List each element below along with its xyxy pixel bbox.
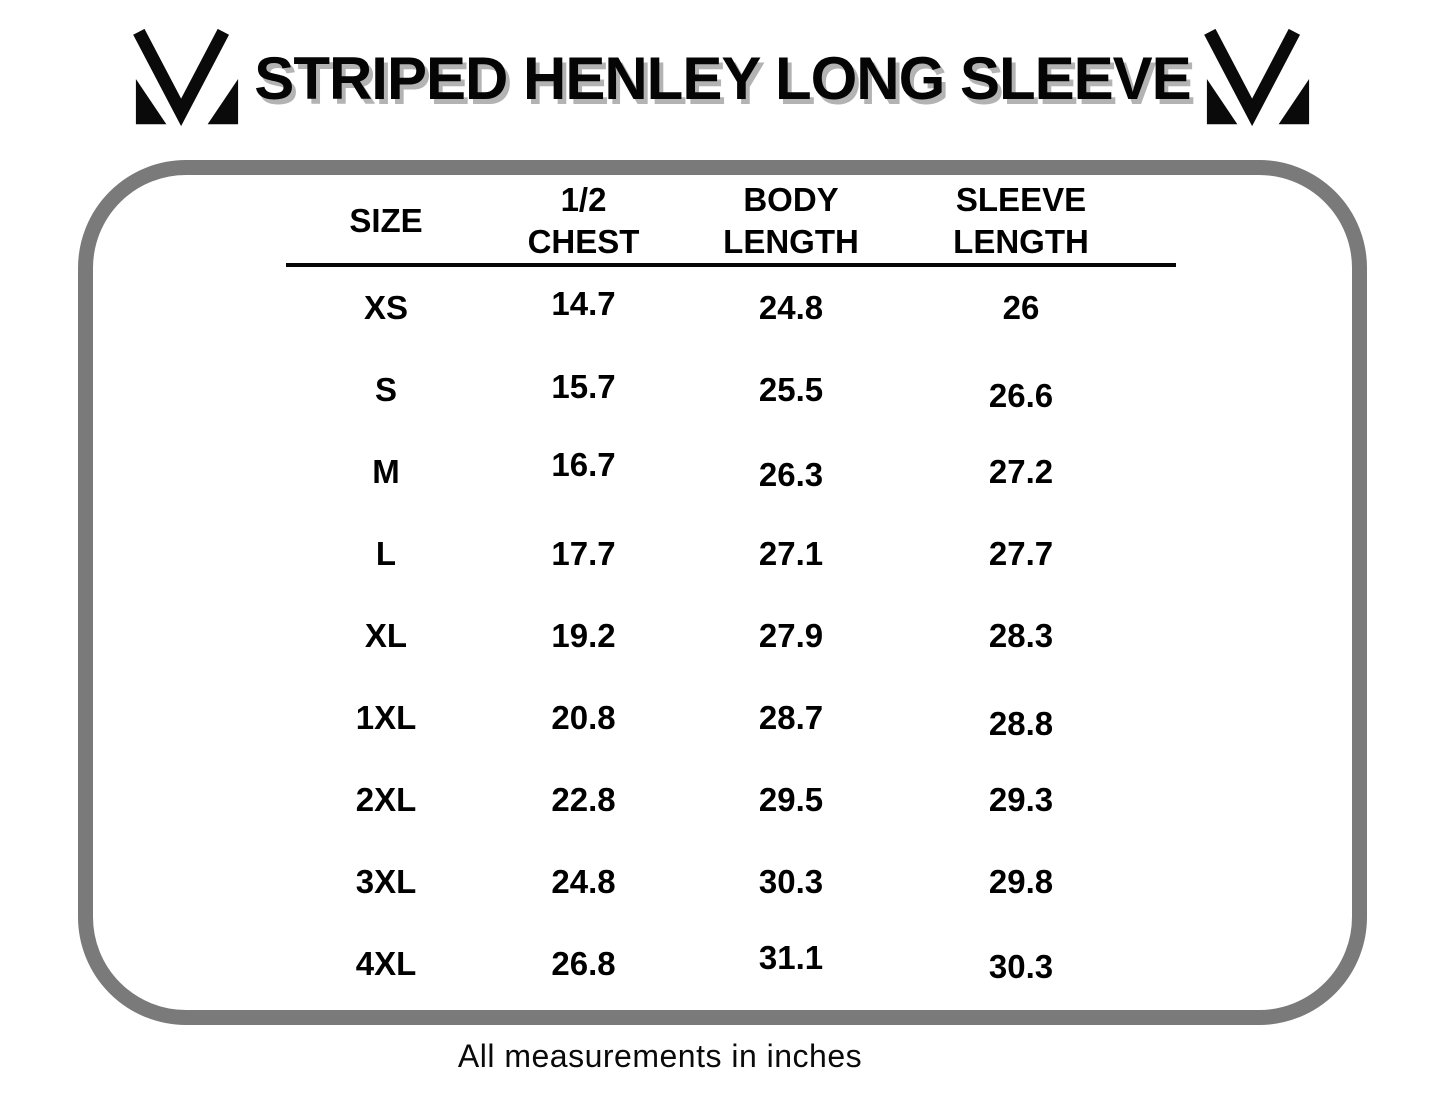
cell-size: 3XL [355,863,417,900]
page-title: STRIPED HENLEY LONG SLEEVE [254,44,1191,112]
cell-size: S [374,371,397,408]
cell-size: L [375,535,397,572]
cell-half-chest: 17.7 [551,535,616,572]
table-row-m: M 16.7 26.3 27.2 [286,431,1176,513]
table-row-3xl: 3XL 24.8 30.3 29.8 [286,841,1176,923]
cell-sleeve-length: 30.3 [988,948,1054,985]
size-chart-table: SIZE 1/2 CHEST BODY LENGTH SLEEVE LENGTH… [286,178,1176,1005]
cell-half-chest: 16.7 [551,446,616,483]
cell-sleeve-length: 29.8 [988,863,1054,900]
cell-body-length: 24.8 [758,289,824,326]
cell-half-chest: 26.8 [551,945,616,982]
table-row-1xl: 1XL 20.8 28.7 28.8 [286,677,1176,759]
size-chart-frame [78,160,1367,1025]
cell-body-length: 27.1 [758,535,824,572]
m-monogram-icon-right [1203,28,1309,127]
cell-size: 1XL [355,699,417,736]
cell-half-chest: 22.8 [551,781,616,818]
cell-body-length: 30.3 [758,863,824,900]
table-row-l: L 17.7 27.1 27.7 [286,513,1176,595]
cell-size: 4XL [355,945,417,982]
cell-sleeve-length: 26 [1002,289,1040,326]
cell-body-length: 31.1 [758,939,824,976]
column-header-half-chest: 1/2 CHEST [527,181,640,260]
cell-half-chest: 15.7 [551,368,616,405]
cell-body-length: 25.5 [758,371,824,408]
table-row-xs: XS 14.7 24.8 26 [286,267,1176,349]
column-header-body-length: BODY LENGTH [723,181,859,260]
header: STRIPED HENLEY LONG SLEEVE [0,22,1445,134]
cell-body-length: 27.9 [758,617,824,654]
cell-sleeve-length: 28.3 [988,617,1054,654]
cell-sleeve-length: 26.6 [988,377,1054,414]
cell-sleeve-length: 27.2 [988,453,1054,490]
cell-sleeve-length: 29.3 [988,781,1054,818]
table-header-row: SIZE 1/2 CHEST BODY LENGTH SLEEVE LENGTH [286,178,1176,267]
cell-size: 2XL [355,781,417,818]
cell-half-chest: 14.7 [551,285,616,322]
table-row-2xl: 2XL 22.8 29.5 29.3 [286,759,1176,841]
cell-half-chest: 19.2 [551,617,616,654]
table-row-s: S 15.7 25.5 26.6 [286,349,1176,431]
cell-body-length: 28.7 [758,699,824,736]
cell-size: XS [363,289,409,326]
units-caption: All measurements in inches [457,1038,863,1074]
cell-sleeve-length: 28.8 [988,705,1054,742]
cell-half-chest: 20.8 [551,699,616,736]
column-header-size: SIZE [349,201,423,239]
table-row-xl: XL 19.2 27.9 28.3 [286,595,1176,677]
cell-half-chest: 24.8 [551,863,616,900]
cell-size: XL [364,617,408,654]
cell-sleeve-length: 27.7 [988,535,1054,572]
cell-body-length: 29.5 [758,781,824,818]
cell-body-length: 26.3 [758,456,824,493]
cell-size: M [372,453,400,490]
column-header-sleeve-length: SLEEVE LENGTH [953,181,1089,260]
table-row-4xl: 4XL 26.8 31.1 30.3 [286,923,1176,1005]
m-monogram-icon-left [133,28,239,127]
